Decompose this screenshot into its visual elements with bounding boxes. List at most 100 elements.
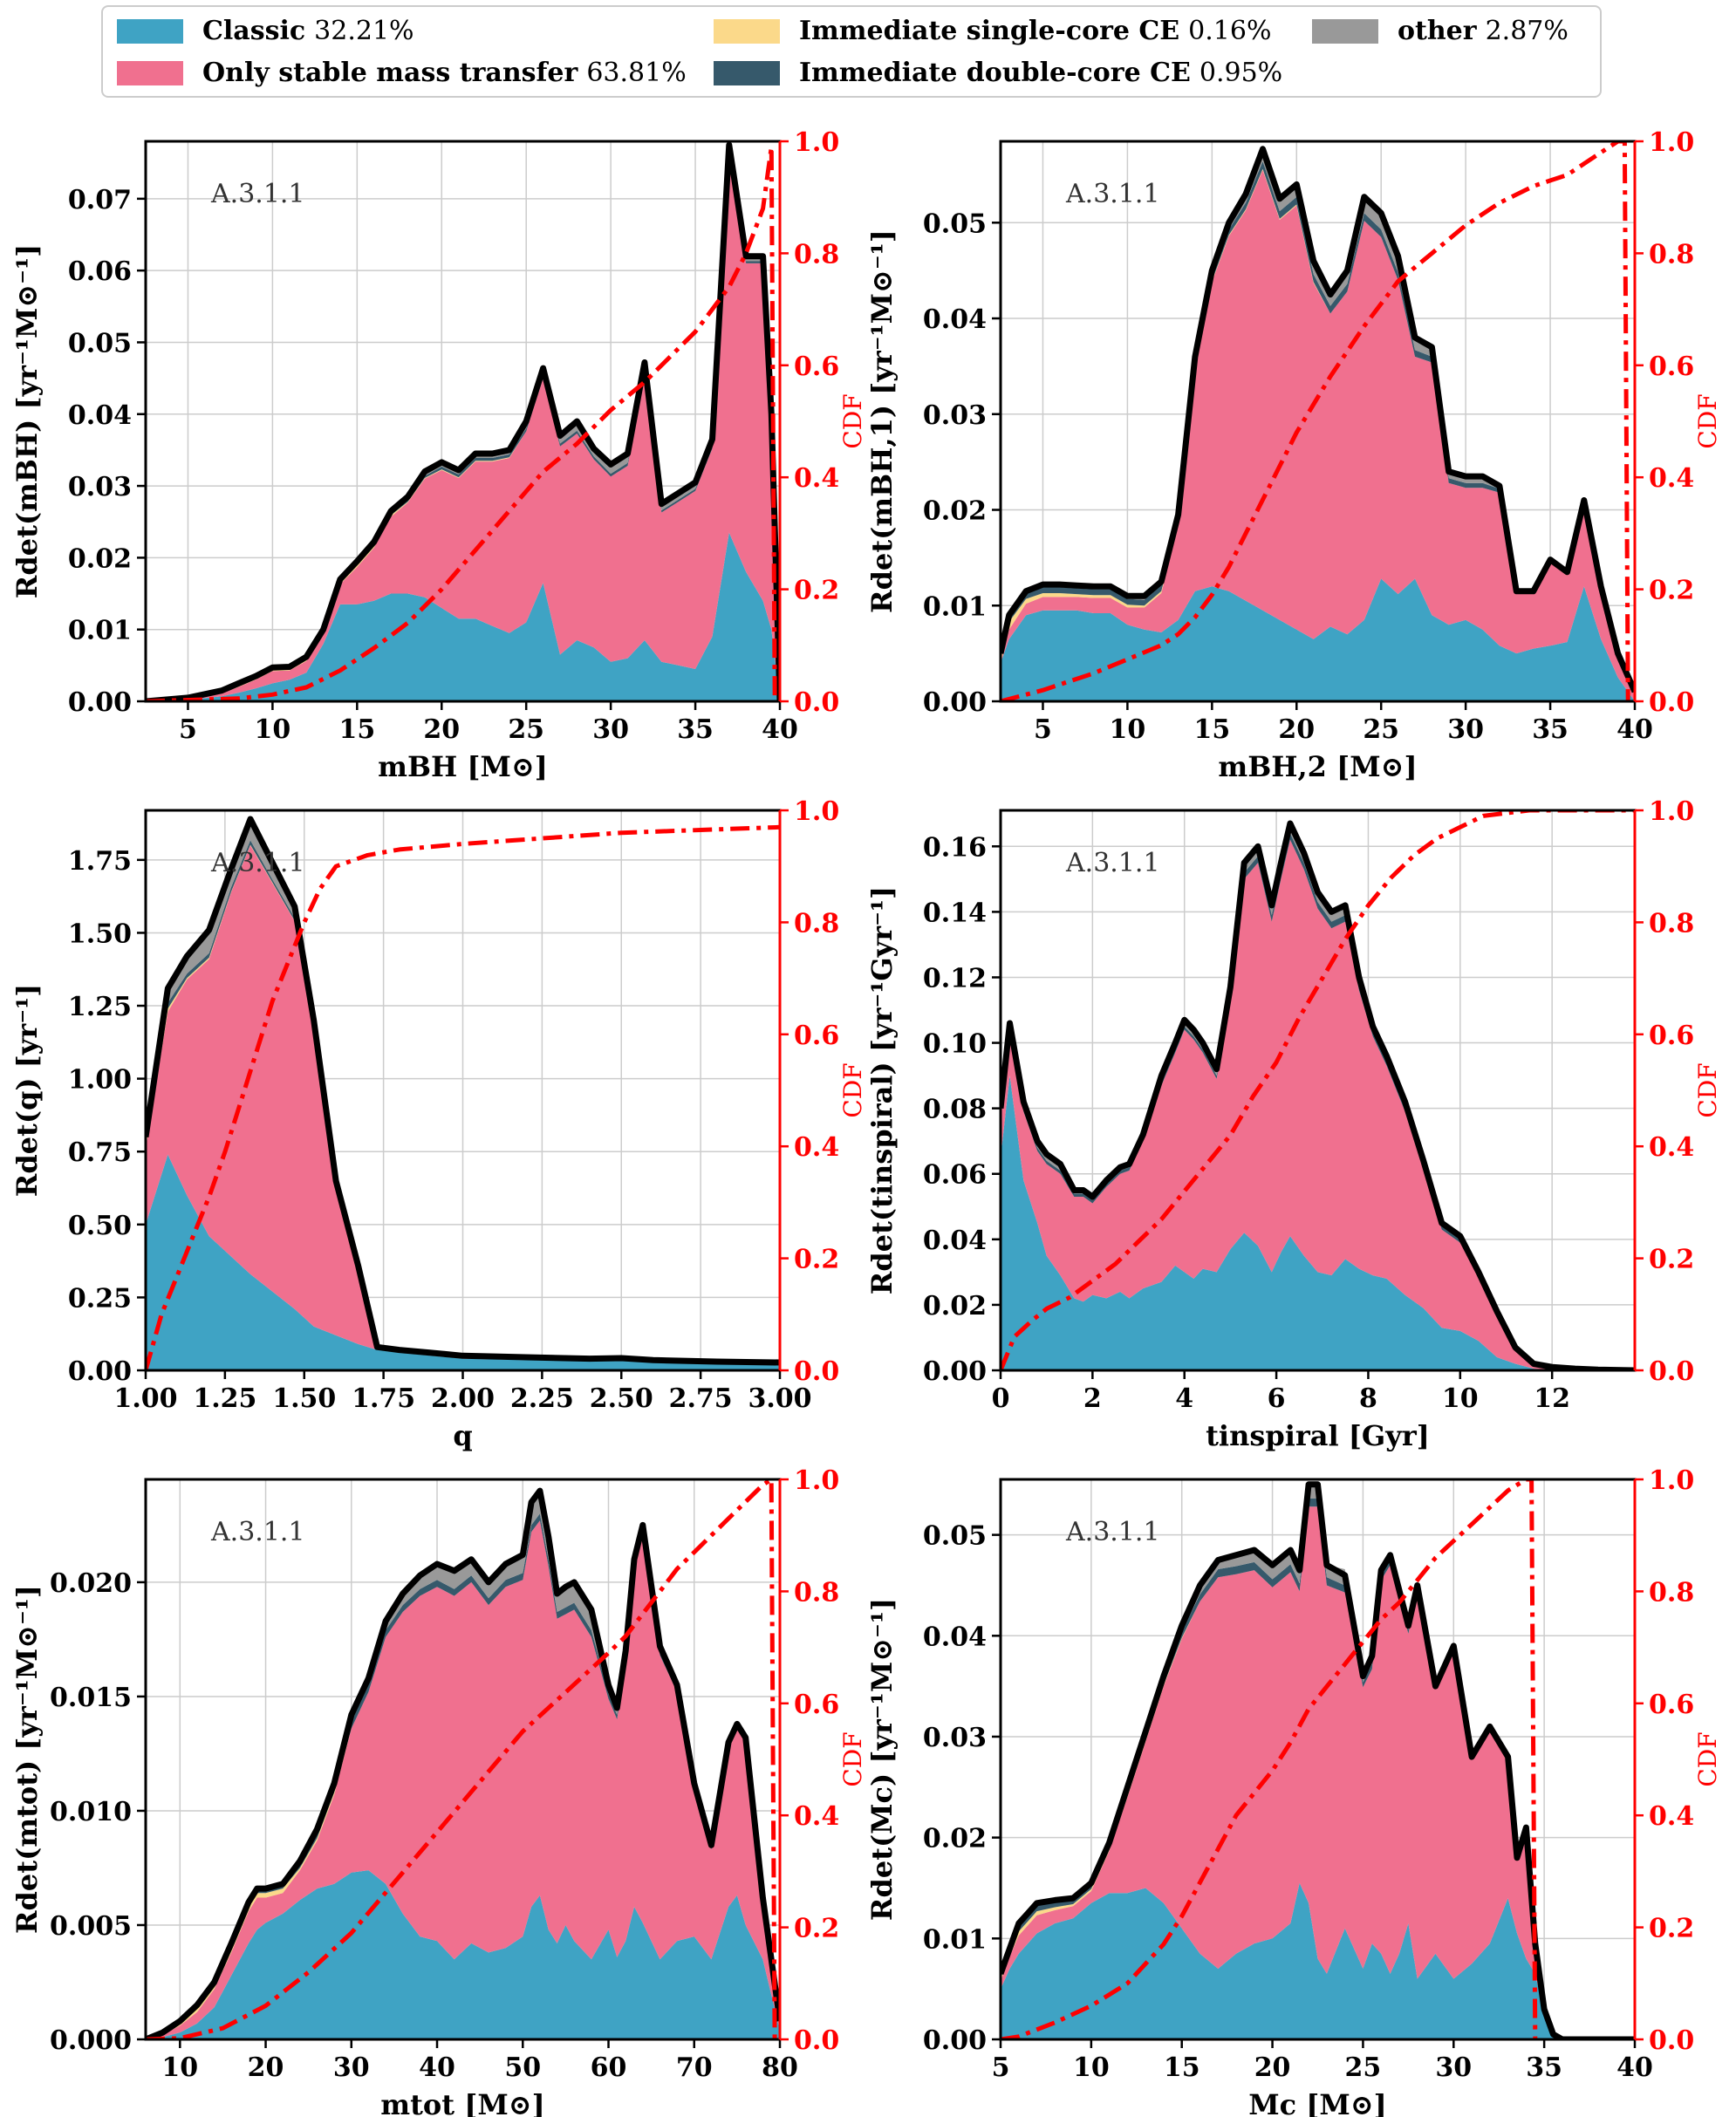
legend-label: Only stable mass transfer <box>202 58 578 88</box>
x-tick-label: 30 <box>1435 2052 1472 2083</box>
y-axis-label: Rdet(mtot) [yr⁻¹M⊙⁻¹] <box>10 1585 44 1934</box>
x-tick-label: 35 <box>677 714 714 745</box>
x-tick-label: 35 <box>1532 714 1569 745</box>
x-tick-label: 10 <box>1110 714 1146 745</box>
x-tick-label: 20 <box>1254 2052 1291 2083</box>
legend-item-other: other 2.87% <box>1312 16 1569 46</box>
y2-tick-label: 0.6 <box>794 1690 839 1720</box>
x-tick-label: 15 <box>1193 714 1230 745</box>
x-tick-label: 5 <box>1034 714 1052 745</box>
area-series-only-stable-mass-transfer <box>146 845 780 1364</box>
x-tick-label: 25 <box>1345 2052 1382 2083</box>
area-series-only-stable-mass-transfer <box>1001 839 1635 1370</box>
y-tick-label: 0.01 <box>923 591 987 622</box>
x-tick-label: 10 <box>1442 1383 1479 1414</box>
stacked-areas <box>1001 1479 1635 2039</box>
x-tick-label: 10 <box>161 2052 198 2083</box>
y2-tick-label: 0.0 <box>1649 2025 1694 2056</box>
x-tick-label: 15 <box>338 714 375 745</box>
y-tick-label: 0.08 <box>923 1095 987 1125</box>
total-rate-line <box>1001 1481 1635 2039</box>
legend-swatch <box>117 18 183 44</box>
x-tick-label: 12 <box>1534 1383 1570 1414</box>
cdf-line <box>1001 141 1630 701</box>
total-rate-line <box>146 816 780 1366</box>
y-axis-label: Rdet(q) [yr⁻¹] <box>10 984 44 1198</box>
y2-tick-label: 0.8 <box>794 1577 839 1608</box>
x-tick-label: 50 <box>504 2052 541 2083</box>
y-tick-label: 0.00 <box>923 687 987 718</box>
x-tick-label: 0 <box>992 1383 1010 1414</box>
x-tick-label: 1.50 <box>272 1383 336 1414</box>
y2-tick-label: 1.0 <box>794 796 839 827</box>
y-tick-label: 0.03 <box>923 400 987 431</box>
x-tick-label: 2.25 <box>510 1383 574 1414</box>
area-series-classic <box>146 1154 780 1370</box>
area-series-only-stable-mass-transfer <box>146 1520 780 2039</box>
y2-tick-label: 1.0 <box>794 127 839 158</box>
y-tick-label: 0.14 <box>923 898 987 928</box>
area-series-classic <box>1001 1076 1635 1370</box>
model-tag: A.3.1.1 <box>1065 1517 1160 1547</box>
y2-tick-label: 0.8 <box>1649 239 1694 270</box>
y-tick-label: 0.04 <box>923 1622 987 1652</box>
legend-swatch <box>1312 18 1378 44</box>
area-series-only-stable-mass-transfer <box>146 155 780 701</box>
x-tick-label: 20 <box>248 2052 284 2083</box>
y2-tick-label: 0.8 <box>1649 1577 1694 1608</box>
x-tick-label: 20 <box>423 714 460 745</box>
legend-percent: 32.21% <box>314 16 414 46</box>
y2-tick-label: 0.2 <box>1649 1245 1694 1275</box>
legend-percent: 2.87% <box>1485 16 1569 46</box>
y2-tick-label: 0.4 <box>1649 1132 1694 1163</box>
legend: Classic 32.21% Only stable mass transfer… <box>101 5 1602 98</box>
y2-tick-label: 0.2 <box>794 576 839 606</box>
stacked-areas <box>1001 141 1635 701</box>
y-tick-label: 0.06 <box>68 256 132 287</box>
y2-tick-label: 1.0 <box>1649 127 1694 158</box>
y2-tick-label: 0.0 <box>1649 687 1694 718</box>
y-tick-label: 0.00 <box>68 687 132 718</box>
y-tick-label: 0.02 <box>923 1824 987 1854</box>
legend-item-double-core-ce: Immediate double-core CE 0.95% <box>714 58 1282 88</box>
x-tick-label: 40 <box>419 2052 455 2083</box>
y-axis-label: Rdet(Mc) [yr⁻¹M⊙⁻¹] <box>865 1598 899 1921</box>
x-axis-label: mBH,2 [M⊙] <box>1218 750 1417 783</box>
y-tick-label: 0.02 <box>923 1291 987 1321</box>
y2-tick-label: 0.0 <box>1649 1356 1694 1387</box>
y-tick-label: 0.10 <box>923 1029 987 1060</box>
stacked-areas <box>146 141 780 701</box>
model-tag: A.3.1.1 <box>210 1517 305 1547</box>
y-tick-label: 0.00 <box>68 1356 132 1387</box>
x-tick-label: 25 <box>508 714 544 745</box>
model-tag: A.3.1.1 <box>210 848 305 878</box>
x-axis-label: tinspiral [Gyr] <box>1206 1419 1430 1452</box>
x-axis-label: mBH [M⊙] <box>378 750 548 783</box>
y-tick-label: 0.25 <box>68 1283 132 1314</box>
x-tick-label: 10 <box>255 714 291 745</box>
x-tick-label: 30 <box>333 2052 370 2083</box>
x-tick-label: 2.00 <box>431 1383 495 1414</box>
y-tick-label: 0.05 <box>923 1521 987 1552</box>
model-tag: A.3.1.1 <box>210 179 305 209</box>
y2-tick-label: 0.0 <box>794 2025 839 2056</box>
y2-tick-label: 0.6 <box>1649 1021 1694 1051</box>
y2-tick-label: 0.2 <box>794 1245 839 1275</box>
x-axis-label: Mc [M⊙] <box>1248 2088 1387 2117</box>
y2-tick-label: 0.6 <box>1649 352 1694 382</box>
y-tick-label: 1.25 <box>68 992 132 1022</box>
stacked-areas <box>1001 810 1635 1370</box>
y2-tick-label: 0.6 <box>1649 1690 1694 1720</box>
cdf-axis-label: CDF <box>838 393 867 448</box>
y-tick-label: 0.05 <box>68 328 132 359</box>
x-tick-label: 2.75 <box>669 1383 733 1414</box>
legend-percent: 0.16% <box>1188 16 1272 46</box>
legend-swatch <box>714 18 780 44</box>
x-tick-label: 40 <box>1616 714 1653 745</box>
y2-tick-label: 1.0 <box>1649 1465 1694 1496</box>
cdf-axis-label: CDF <box>838 1731 867 1786</box>
y-tick-label: 1.00 <box>68 1065 132 1096</box>
